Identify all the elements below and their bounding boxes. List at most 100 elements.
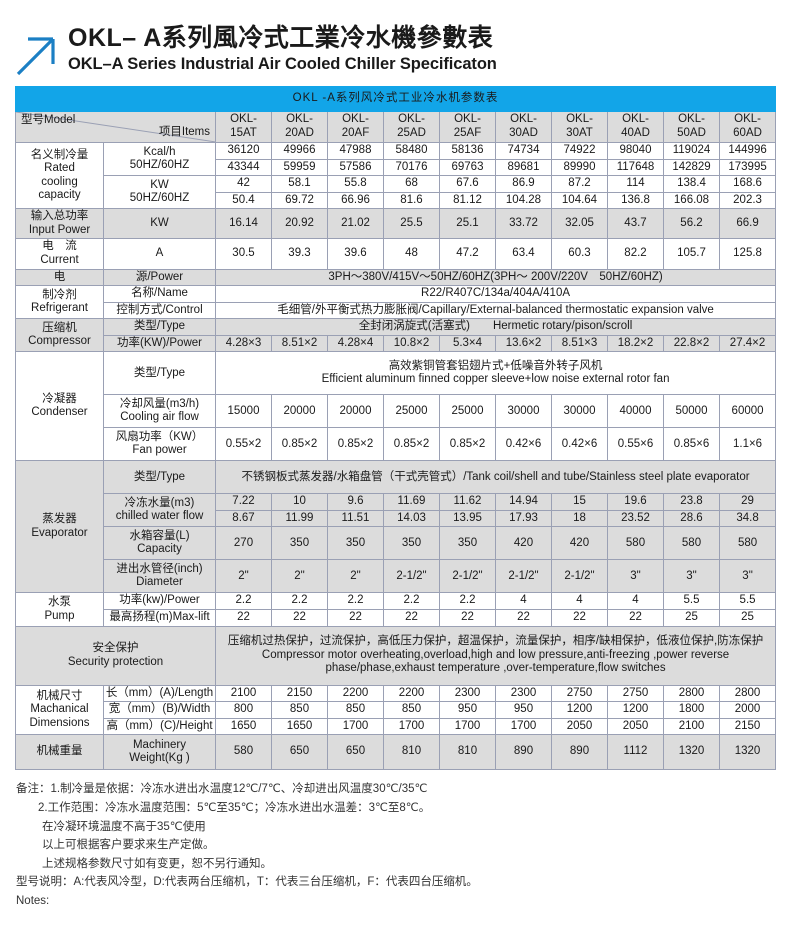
table-row: 水箱容量(L) Capacity 270 350 350 350 350 420 … bbox=[16, 526, 777, 561]
note-line-1: 备注：1.制冷量是依据：冷冻水进出水温度12℃/7℃、冷却进出风温度30℃/35… bbox=[16, 783, 428, 796]
cell: 2-1/2" bbox=[439, 559, 496, 594]
cell: 1800 bbox=[663, 701, 720, 719]
cell: 8.67 bbox=[215, 509, 272, 528]
cell: 28.6 bbox=[663, 509, 720, 528]
cell: 168.6 bbox=[718, 175, 777, 193]
corner-label-model: 型号Model bbox=[21, 114, 76, 126]
cell: 15000 bbox=[215, 394, 272, 429]
cell: 1700 bbox=[439, 717, 496, 736]
cell: 166.08 bbox=[663, 191, 720, 210]
cell: 18 bbox=[551, 509, 608, 528]
item-input-power: KW bbox=[103, 208, 216, 240]
category-rated-cooling: 名义制冷量 Rated cooling capacity bbox=[15, 141, 104, 210]
table-header-row: 型号Model 项目Items OKL-15AT OKL-20AD OKL-20… bbox=[15, 111, 777, 143]
cell: 1320 bbox=[663, 734, 720, 771]
cell: 63.4 bbox=[495, 238, 552, 270]
cell: 5.5 bbox=[663, 592, 720, 610]
table-row: 宽（mm）(B)/Width 800 850 850 850 950 950 1… bbox=[16, 701, 777, 719]
cell: 22 bbox=[383, 609, 440, 627]
item-fan-power: 风扇功率（KW） Fan power bbox=[103, 427, 216, 462]
cell: 20.92 bbox=[271, 208, 328, 240]
cell: 2.2 bbox=[271, 592, 328, 610]
cell: 2-1/2" bbox=[495, 559, 552, 594]
cell: 2.2 bbox=[439, 592, 496, 610]
category-current: 电 流 Current bbox=[15, 238, 104, 270]
cell: 850 bbox=[327, 701, 384, 719]
table-row: 水泵 Pump 功率(kw)/Power 2.2 2.2 2.2 2.2 2.2 … bbox=[15, 592, 777, 627]
cell: 22 bbox=[551, 609, 608, 627]
cell: 105.7 bbox=[663, 238, 720, 270]
note-line-2: 2.工作范围：冷冻水温度范围：5℃至35℃；冷冻水进出水温差：3℃至8℃。 bbox=[38, 801, 431, 814]
cell: 144996 bbox=[718, 142, 777, 160]
cell: 2000 bbox=[718, 701, 777, 719]
cell: 13.95 bbox=[439, 509, 496, 528]
table-row: 电 源/Power 3PH～380V/415V～50HZ/60HZ(3PH～ 2… bbox=[15, 268, 777, 287]
cell: 1.1×6 bbox=[718, 427, 777, 462]
cell: 50.4 bbox=[215, 191, 272, 210]
cell: 2050 bbox=[607, 717, 664, 736]
item-height: 高（mm）(C)/Height bbox=[103, 717, 216, 736]
cell: 8.51×3 bbox=[551, 334, 608, 353]
cell: 25.5 bbox=[383, 208, 440, 240]
cell: 2800 bbox=[663, 684, 720, 703]
cell: 2150 bbox=[271, 684, 328, 703]
cell: 800 bbox=[215, 701, 272, 719]
cell: 850 bbox=[383, 701, 440, 719]
item-cooling-air-flow: 冷却风量(m3/h) Cooling air flow bbox=[103, 394, 216, 429]
table-row: 冷却风量(m3/h) Cooling air flow 15000 20000 2… bbox=[16, 394, 777, 429]
cell: 2200 bbox=[383, 684, 440, 703]
cell: 67.6 bbox=[439, 175, 496, 193]
cell: 17.93 bbox=[495, 509, 552, 528]
cell: 2100 bbox=[215, 684, 272, 703]
cell: 22 bbox=[495, 609, 552, 627]
table-row: 制冷剂 Refrigerant 名称/Name R22/R407C/134a/40… bbox=[15, 285, 777, 320]
cell: 36120 bbox=[215, 142, 272, 160]
item-kcal: Kcal/h 50HZ/60HZ bbox=[103, 141, 216, 177]
cell: 2.2 bbox=[327, 592, 384, 610]
cell: 22.8×2 bbox=[663, 334, 720, 353]
value-evaporator-type: 不锈钢板式蒸发器/水箱盘管（干式壳管式）/Tank coil/shell and… bbox=[214, 460, 777, 495]
cell: 2200 bbox=[327, 684, 384, 703]
cell: 125.8 bbox=[718, 238, 777, 270]
item-pipe-diameter: 进出水管径(inch) Diameter bbox=[103, 559, 216, 594]
item-refrigerant-name: 名称/Name bbox=[103, 285, 216, 303]
cell: 0.42×6 bbox=[495, 427, 552, 462]
cell: 420 bbox=[551, 526, 608, 561]
cell: 1700 bbox=[495, 717, 552, 736]
cell: 19.6 bbox=[607, 493, 664, 511]
cell: 2050 bbox=[551, 717, 608, 736]
page-header: OKL– A系列風冷式工業冷水機參數表 OKL–A Series Industr… bbox=[0, 0, 790, 78]
model-header-8: OKL-50AD bbox=[663, 111, 720, 143]
cell: 2750 bbox=[607, 684, 664, 703]
item-length: 长（mm）(A)/Length bbox=[103, 684, 216, 703]
value-security: 压缩机过热保护，过流保护，高低压力保护，超温保护，流量保护，相序/缺相保护，低液… bbox=[214, 625, 777, 686]
cell: 8.51×2 bbox=[271, 334, 328, 353]
security-line-en1: Compressor motor overheating,overload,hi… bbox=[261, 648, 730, 661]
cell: 2-1/2" bbox=[551, 559, 608, 594]
cell: 20000 bbox=[271, 394, 328, 429]
cell: 22 bbox=[439, 609, 496, 627]
item-refrigerant-control: 控制方式/Control bbox=[103, 301, 216, 320]
cell: 59959 bbox=[271, 158, 328, 177]
item-condenser-type: 类型/Type bbox=[103, 351, 216, 396]
cell: 57586 bbox=[327, 158, 384, 177]
cell: 4 bbox=[495, 592, 552, 610]
table-row: 高（mm）(C)/Height 1650 1650 1700 1700 1700… bbox=[16, 717, 777, 736]
cell: 1650 bbox=[215, 717, 272, 736]
cell: 30000 bbox=[551, 394, 608, 429]
cell: 0.85×6 bbox=[663, 427, 720, 462]
cell: 2750 bbox=[551, 684, 608, 703]
cell: 43.7 bbox=[607, 208, 664, 240]
note-model-explanation: 型号说明：A:代表风冷型，D:代表两台压缩机，T：代表三台压缩机，F：代表四台压… bbox=[16, 876, 478, 889]
cell: 1200 bbox=[551, 701, 608, 719]
category-evaporator: 蒸发器 Evaporator bbox=[15, 460, 104, 594]
cell: 87.2 bbox=[551, 175, 608, 193]
page-title-cn: OKL– A系列風冷式工業冷水機參數表 bbox=[68, 24, 494, 52]
corner-header-cell: 型号Model 项目Items bbox=[15, 111, 216, 143]
item-width: 宽（mm）(B)/Width bbox=[103, 701, 216, 719]
category-dimensions: 机械尺寸 Machanical Dimensions bbox=[15, 684, 104, 736]
cell: 27.4×2 bbox=[718, 334, 777, 353]
cell: 2100 bbox=[663, 717, 720, 736]
item-pump-lift: 最高扬程(m)Max-lift bbox=[103, 609, 216, 627]
security-line-en2: phase/phase,exhaust temperature ,over-te… bbox=[325, 662, 666, 675]
